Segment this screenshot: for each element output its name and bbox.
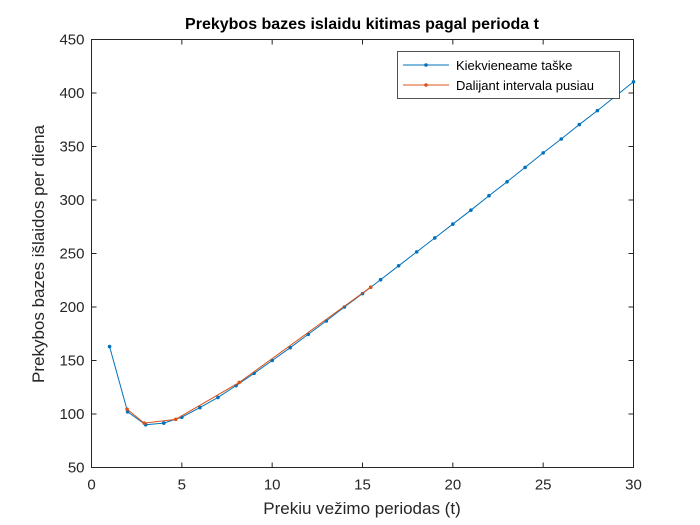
data-point <box>237 380 242 385</box>
x-tick-label: 15 <box>354 477 371 494</box>
data-point <box>198 405 202 410</box>
data-point <box>161 421 166 425</box>
x-tick-label: 25 <box>535 477 552 494</box>
data-point <box>451 222 455 226</box>
data-point <box>173 417 178 422</box>
legend-label-dalijant-intervala-pusiau: Dalijant intervala pusiau <box>456 78 594 93</box>
y-axis-ticks: 50 100 150 200 250 300 350 400 450 <box>59 32 634 477</box>
legend-marker-dalijant-intervala-pusiau <box>424 83 428 87</box>
data-point <box>142 421 146 425</box>
x-tick-label: 10 <box>264 477 281 494</box>
y-tick-label: 400 <box>59 85 84 102</box>
data-point <box>631 79 636 84</box>
series-layer <box>107 79 636 427</box>
y-tick-label: 100 <box>59 406 84 423</box>
data-point <box>559 137 564 141</box>
data-point <box>368 285 373 290</box>
data-point <box>378 277 383 282</box>
data-point <box>125 407 129 411</box>
legend-box <box>397 51 620 99</box>
data-point <box>595 108 600 113</box>
x-tick-label: 30 <box>625 477 642 494</box>
x-tick-label: 5 <box>178 477 186 494</box>
x-axis-ticks: 0 5 10 15 20 25 30 <box>87 39 642 494</box>
legend-marker-kiekvieneame-taske <box>424 63 428 67</box>
data-point <box>505 180 509 184</box>
data-point <box>107 344 112 349</box>
data-point <box>469 208 473 212</box>
chart-title: Prekybos bazes islaidu kitimas pagal per… <box>185 16 540 33</box>
data-point <box>414 250 419 254</box>
x-tick-label: 20 <box>444 477 461 494</box>
data-point <box>523 165 527 170</box>
y-tick-label: 250 <box>59 246 84 263</box>
data-point <box>216 395 220 400</box>
y-tick-label: 300 <box>59 192 84 209</box>
x-axis-label: Prekiu vežimo periodas (t) <box>263 499 460 518</box>
x-tick-label: 0 <box>87 477 95 494</box>
data-point <box>577 122 582 127</box>
legend-label-kiekvieneame-taske: Kiekvieneame taške <box>456 58 572 73</box>
data-point <box>487 193 491 198</box>
y-tick-label: 50 <box>68 460 85 477</box>
plot-area <box>91 39 634 468</box>
data-point <box>432 236 437 240</box>
legend: Kiekvieneame taške Dalijant intervala pu… <box>397 51 620 99</box>
y-tick-label: 350 <box>59 139 84 156</box>
y-tick-label: 150 <box>59 353 84 370</box>
data-point <box>396 264 401 268</box>
y-axis-label: Prekybos bazes išlaidos per diena <box>29 124 48 383</box>
y-tick-label: 200 <box>59 299 84 316</box>
y-tick-label: 450 <box>59 32 84 49</box>
data-point <box>541 151 545 155</box>
